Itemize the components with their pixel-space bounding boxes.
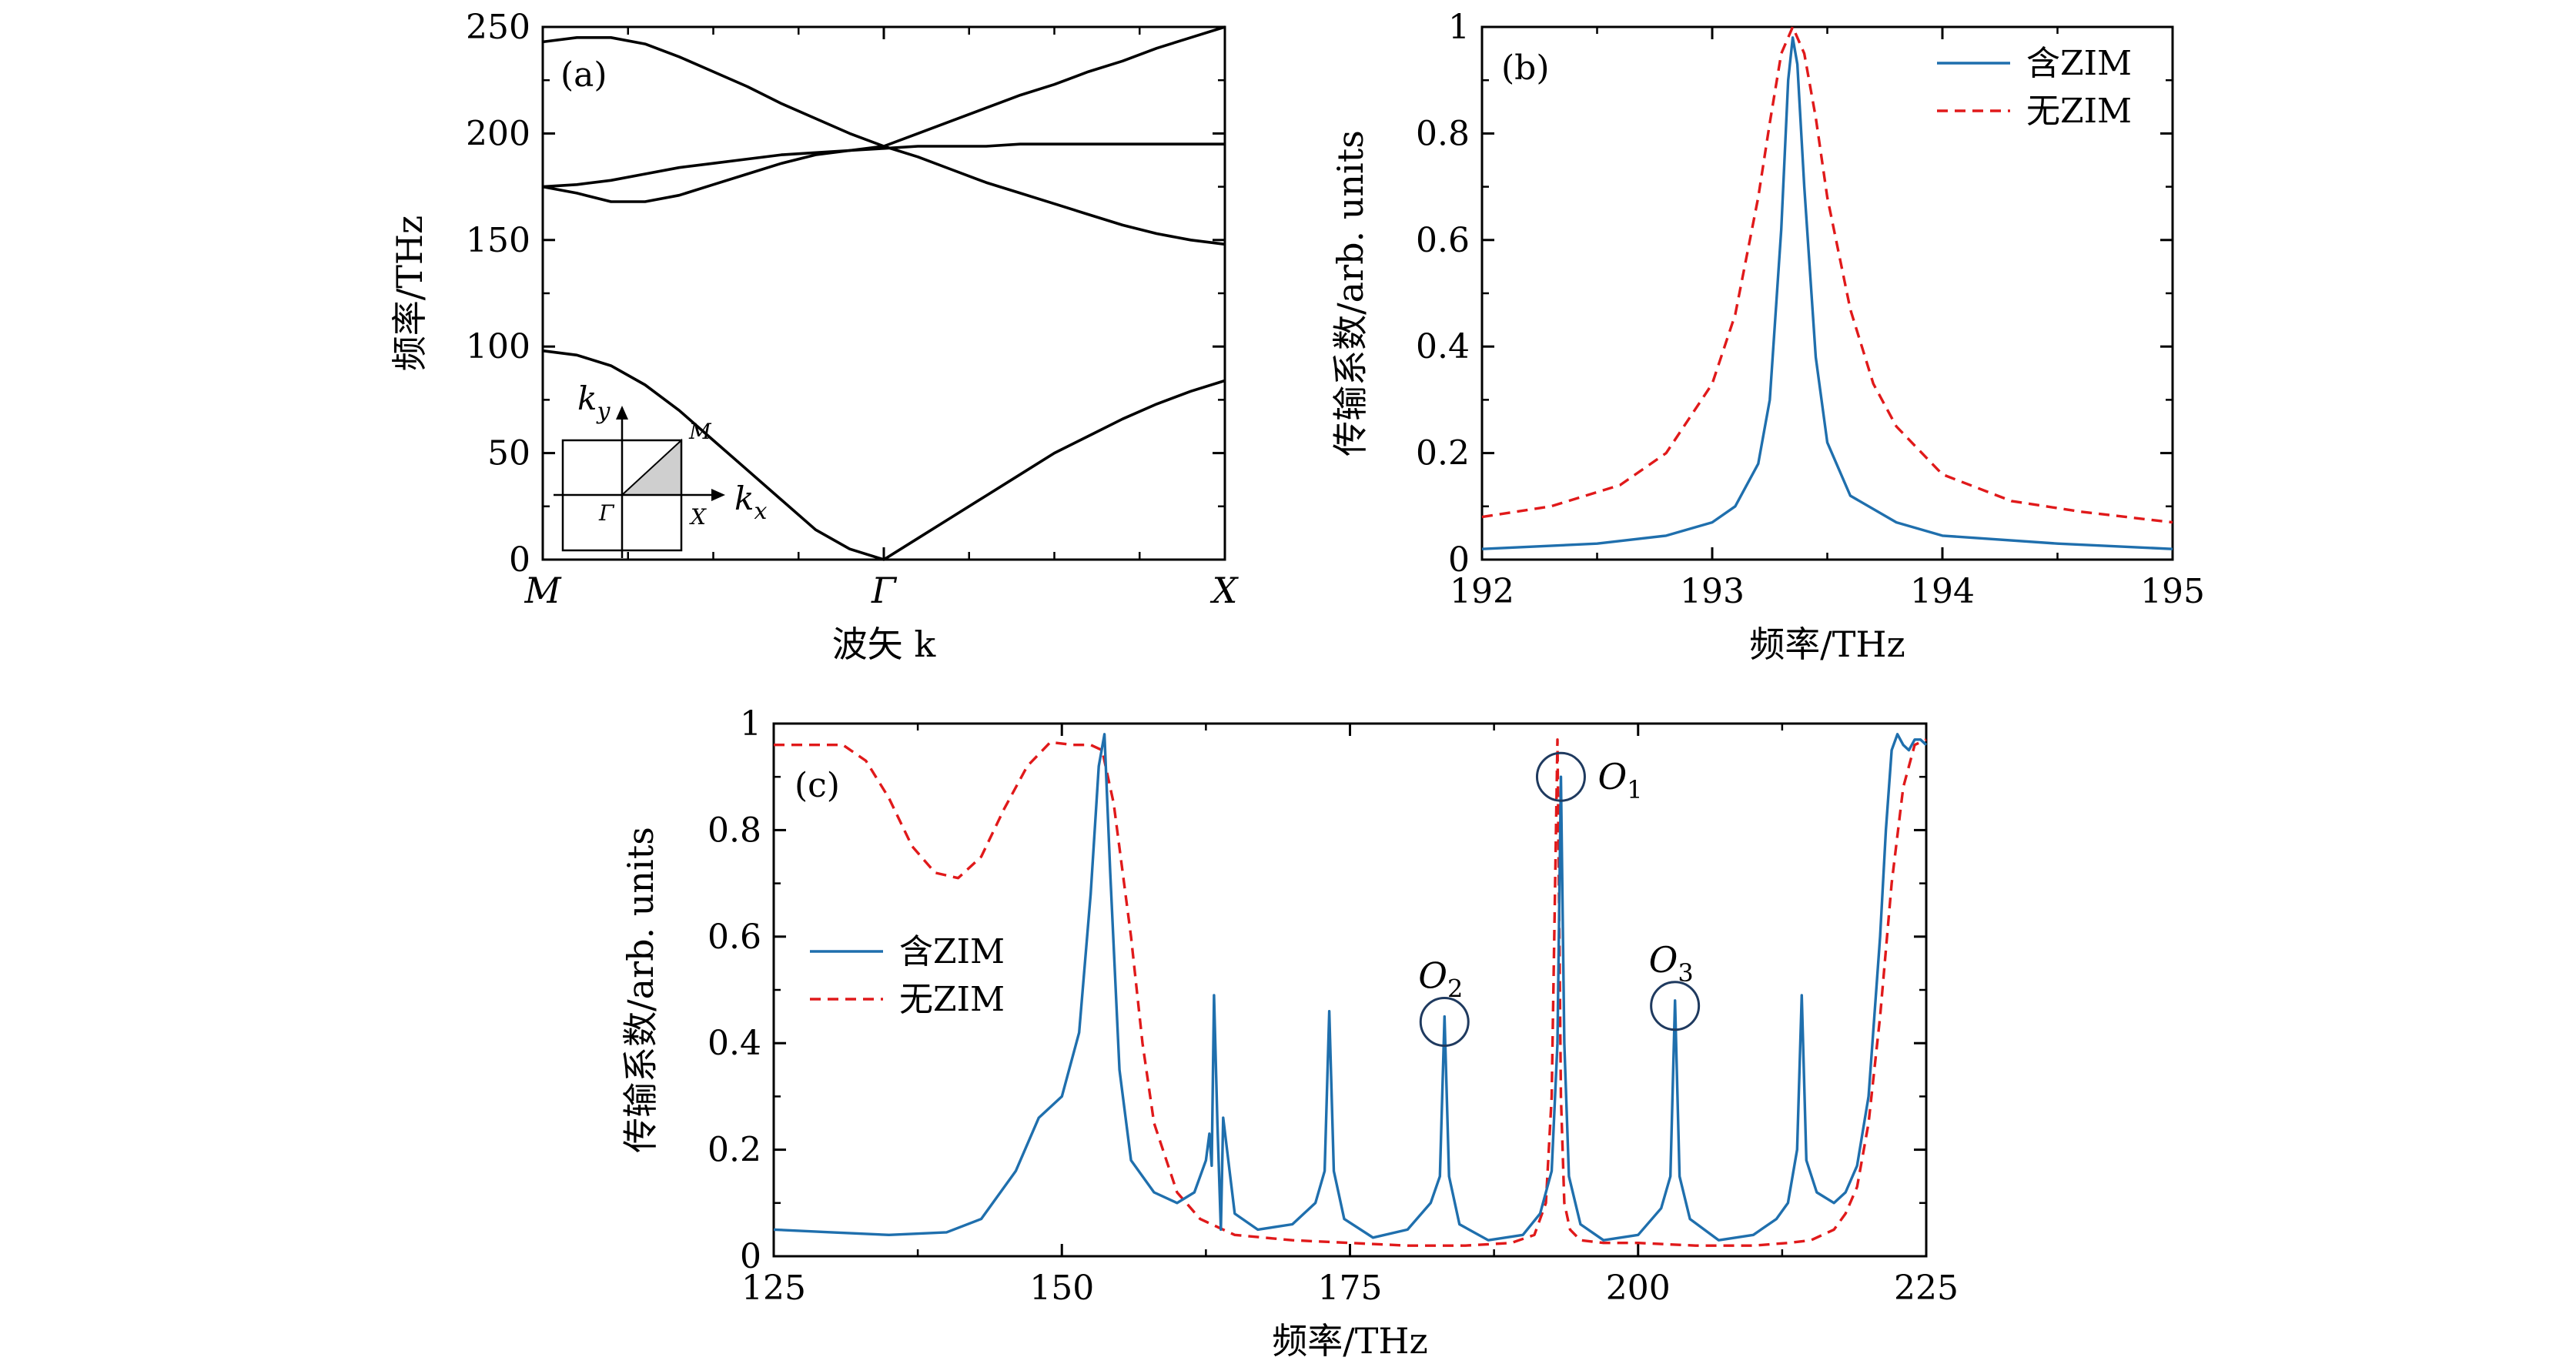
x-tick-label: 192	[1450, 572, 1514, 611]
x-tick-label: M	[524, 570, 562, 611]
panel-label: (a)	[560, 55, 607, 95]
band-line-band1	[542, 349, 1226, 561]
y-axis-label: 传输系数/arb. units	[1330, 130, 1371, 456]
series-line-without-zim	[1481, 25, 2173, 524]
panel-label: (b)	[1501, 48, 1550, 88]
y-tick-label: 150	[466, 221, 530, 260]
kx-arrow-icon	[711, 489, 725, 501]
resonance-label: O1	[1597, 756, 1642, 804]
resonance-label: O3	[1649, 939, 1694, 988]
y-tick-label: 0	[1448, 540, 1470, 580]
x-tick-label: 150	[1029, 1269, 1094, 1308]
y-tick-label: 200	[466, 114, 530, 153]
inset-label-m: M	[688, 419, 712, 444]
resonance-marker-circle	[1535, 751, 1586, 802]
band-line-band2	[542, 145, 1226, 246]
band-line-band3	[542, 142, 1225, 189]
x-tick-label: 200	[1606, 1269, 1671, 1308]
irreducible-zone-shading	[620, 438, 682, 496]
y-tick-label: 0.6	[708, 918, 761, 957]
panel-b: 0 0.2 0.4 0.6 0.8 1 192 193 194 195 含ZIM 无ZIM (b) 频率/…	[1330, 8, 2205, 665]
legend-label: 无ZIM	[2026, 92, 2132, 131]
x-tick-label: 225	[1894, 1269, 1959, 1308]
x-tick-label: X	[1210, 570, 1239, 611]
ky-arrow-icon	[616, 406, 628, 420]
legend-label: 无ZIM	[899, 980, 1005, 1019]
y-tick-label: 0.8	[708, 811, 761, 850]
panel-c: 0 0.2 0.4 0.6 0.8 1 125 150 175 200 225 O1 O2 O3 含ZIM 无…	[620, 704, 1959, 1362]
y-tick-label: 250	[466, 8, 530, 47]
y-tick-label: 0.2	[1416, 434, 1470, 473]
y-tick-label: 0.2	[708, 1131, 761, 1170]
y-axis-label: 传输系数/arb. units	[620, 827, 661, 1153]
panel-a: 0 50 100 150 200 250 M Γ X (a) 波矢 k 频率/THz ky kx M Γ X	[389, 8, 1239, 665]
y-tick-label: 0	[740, 1237, 761, 1276]
x-tick-label: 193	[1680, 572, 1745, 611]
legend-label: 含ZIM	[899, 932, 1005, 971]
y-tick-label: 0.8	[1416, 114, 1470, 153]
resonance-marker-circle	[1650, 981, 1701, 1031]
y-tick-label: 0	[509, 540, 530, 580]
x-axis-label: 频率/THz	[1272, 1320, 1428, 1362]
panel-label: (c)	[795, 766, 840, 805]
y-tick-label: 1	[740, 704, 761, 744]
x-tick-label: 125	[741, 1269, 806, 1308]
x-tick-label: 194	[1910, 572, 1975, 611]
inset-label-kx: kx	[734, 480, 767, 525]
inset-label-x: X	[689, 504, 707, 530]
y-axis-label: 频率/THz	[389, 216, 430, 372]
resonance-marker-circle	[1419, 997, 1470, 1048]
resonance-label-sub: 3	[1678, 958, 1693, 988]
resonance-label-sub: 2	[1447, 975, 1463, 1004]
series-line-with-zim	[1481, 36, 2173, 550]
series-line-without-zim	[774, 738, 1927, 1247]
x-axis-label: 波矢 k	[832, 623, 937, 665]
brillouin-zone-inset: ky kx M Γ X	[554, 379, 767, 558]
x-tick-label: 175	[1318, 1269, 1383, 1308]
y-tick-label: 50	[487, 434, 530, 473]
series-line-with-zim	[773, 733, 1928, 1242]
band-line-band4	[542, 25, 1226, 148]
y-tick-label: 100	[466, 327, 530, 366]
y-tick-label: 0.6	[1416, 221, 1470, 260]
inset-label-gamma: Γ	[598, 500, 615, 526]
resonance-label: O2	[1418, 955, 1463, 1004]
inset-label-ky-sub: y	[595, 398, 611, 425]
x-tick-label: 195	[2140, 572, 2205, 611]
inset-label-kx-sub: x	[754, 498, 767, 525]
x-axis-label: 频率/THz	[1749, 623, 1905, 665]
inset-label-ky: ky	[577, 379, 611, 425]
y-tick-label: 0.4	[1416, 327, 1470, 366]
x-tick-label: Γ	[871, 570, 898, 611]
resonance-label-sub: 1	[1627, 775, 1642, 804]
legend-label: 含ZIM	[2026, 44, 2132, 83]
y-tick-label: 1	[1448, 8, 1470, 47]
y-tick-label: 0.4	[708, 1024, 761, 1063]
